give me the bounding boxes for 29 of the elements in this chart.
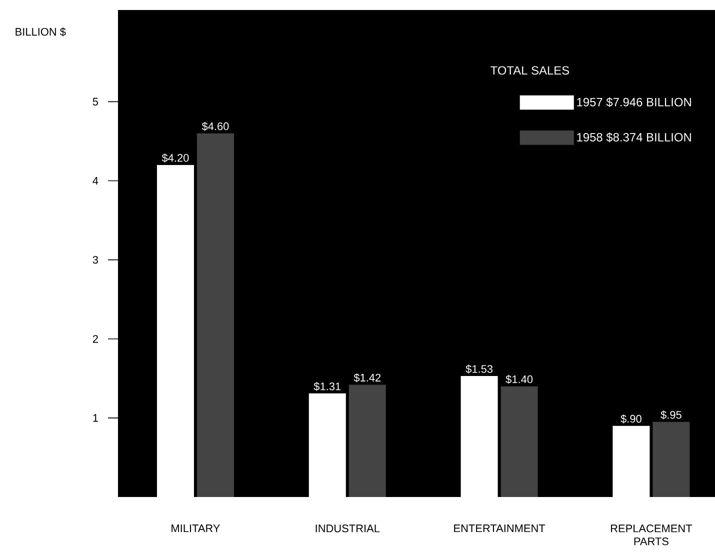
x-tick-label: MILITARY [172,524,220,532]
bar [460,376,498,497]
y-tick-label: 3 [92,256,98,264]
data-label: $.90 [620,414,642,424]
bar [196,133,234,497]
data-label: $1.40 [506,374,533,384]
y-axis-title: BILLION $ [16,27,66,36]
x-tick-label: ENTERTAINMENT [454,524,546,532]
y-tick-label: 5 [92,98,98,106]
bar [348,384,386,497]
y-tick-label: 1 [93,414,98,422]
x-tick-label: REPLACEMENT PARTS [611,524,692,546]
y-tick-label: 2 [92,335,98,343]
bar [652,422,690,497]
data-label: $1.53 [466,364,493,374]
bar [500,386,538,497]
y-tick-label: 4 [92,177,98,185]
x-tick-label: INDUSTRIAL [316,524,380,532]
data-label: $4.20 [162,154,189,162]
data-label: $1.31 [314,382,341,391]
data-label: $.95 [660,410,682,420]
legend-title: TOTAL SALES [490,66,570,75]
data-label: $1.42 [354,373,381,382]
legend-label: 1957 $7.946 BILLION [577,97,691,108]
bar [156,164,194,497]
legend-label: 1958 $8.374 BILLION [577,132,691,142]
data-label: $4.60 [202,122,229,131]
bar [612,426,650,497]
bar [308,393,346,497]
